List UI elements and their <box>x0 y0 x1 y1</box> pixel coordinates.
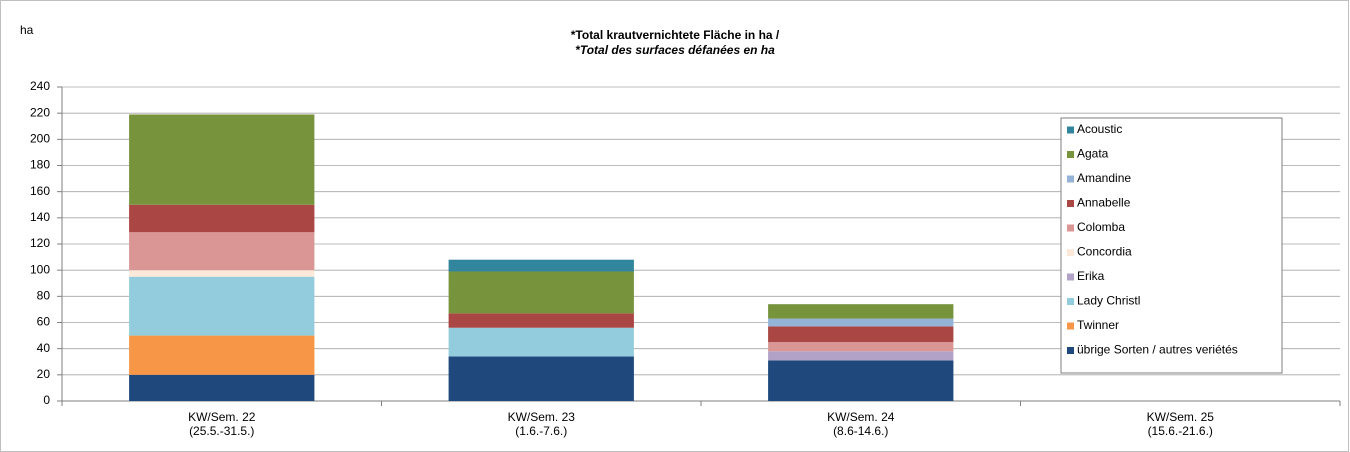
bar-segment <box>129 232 315 271</box>
legend-label: Amandine <box>1077 171 1131 185</box>
legend-swatch <box>1067 347 1074 354</box>
y-tick-label: 80 <box>37 289 51 303</box>
legend-swatch <box>1067 126 1074 134</box>
y-tick-label: 60 <box>37 315 51 329</box>
x-tick-sublabel: (1.6.-7.6.) <box>515 424 567 438</box>
legend-swatch <box>1067 200 1074 207</box>
legend-label: Colomba <box>1077 220 1125 234</box>
y-tick-label: 180 <box>30 158 50 172</box>
legend-box <box>1060 117 1283 374</box>
chart-title: *Total krautvernichtete Fläche in ha / <box>571 28 780 42</box>
legend-swatch <box>1067 175 1074 183</box>
legend-swatch <box>1067 249 1074 256</box>
legend-label: Lady Christl <box>1077 294 1140 308</box>
y-tick-label: 40 <box>37 341 51 355</box>
x-tick-sublabel: (8.6-14.6.) <box>833 424 888 438</box>
bar-segment <box>768 342 954 352</box>
bar-segment <box>448 259 634 272</box>
legend-label: Acoustic <box>1077 122 1122 136</box>
y-tick-label: 160 <box>30 184 50 198</box>
x-tick-label: KW/Sem. 23 <box>508 410 576 424</box>
legend-label: Annabelle <box>1077 196 1131 210</box>
legend-swatch <box>1067 151 1074 158</box>
y-tick-label: 220 <box>30 105 50 119</box>
legend-label: Erika <box>1077 269 1105 283</box>
bar-segment <box>129 374 315 401</box>
legend-label: Twinner <box>1077 318 1119 332</box>
bar-segment <box>448 356 634 401</box>
y-tick-label: 140 <box>30 210 50 224</box>
x-tick-sublabel: (25.5.-31.5.) <box>189 424 254 438</box>
bar-segment <box>129 204 315 233</box>
y-tick-label: 200 <box>30 132 50 146</box>
bar-segment <box>129 335 315 375</box>
bar-segment <box>768 318 954 327</box>
x-tick-label: KW/Sem. 24 <box>827 410 895 424</box>
legend-swatch <box>1067 298 1074 305</box>
bar-segment <box>768 360 954 401</box>
bar-segment <box>129 270 315 277</box>
bar-segment <box>129 276 315 336</box>
bar-segment <box>768 351 954 361</box>
y-tick-label: 20 <box>37 367 51 381</box>
x-tick-sublabel: (15.6.-21.6.) <box>1148 424 1213 438</box>
legend-swatch <box>1067 322 1074 330</box>
y-tick-label: 0 <box>43 393 50 407</box>
x-tick-label: KW/Sem. 25 <box>1147 410 1215 424</box>
chart-subtitle: *Total des surfaces défanées en ha <box>575 43 775 57</box>
legend-label: Agata <box>1077 147 1109 161</box>
bar-segment <box>768 304 954 319</box>
bar-segment <box>768 326 954 343</box>
legend-swatch <box>1067 273 1074 281</box>
y-tick-label: 120 <box>30 236 50 250</box>
legend-swatch <box>1067 224 1074 232</box>
legend-label: Concordia <box>1077 245 1132 259</box>
bar-segment <box>448 313 634 328</box>
y-tick-label: 240 <box>30 79 50 93</box>
y-axis-label: ha <box>20 23 34 37</box>
x-tick-label: KW/Sem. 22 <box>188 410 256 424</box>
legend-label: übrige Sorten / autres veriétés <box>1077 343 1238 357</box>
y-tick-label: 100 <box>30 262 50 276</box>
bar-segment <box>448 271 634 314</box>
bar-segment <box>448 327 634 357</box>
bar-segment <box>129 114 315 205</box>
